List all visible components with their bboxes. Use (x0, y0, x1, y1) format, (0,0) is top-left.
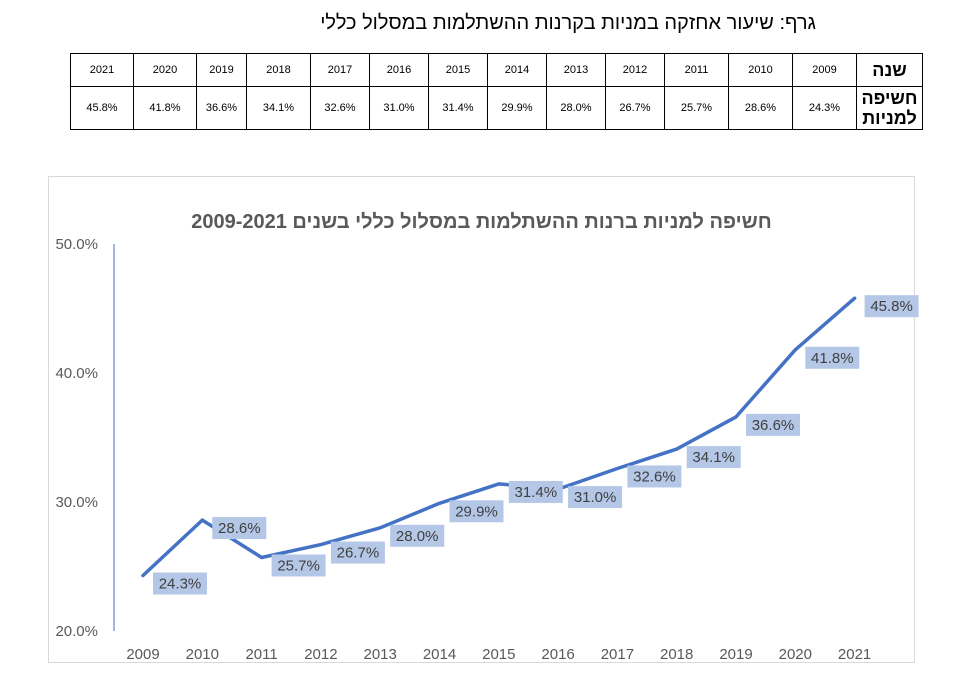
value-cell: 34.1% (246, 86, 311, 130)
data-table: שנה 2009 2010 2011 2012 2013 2014 2015 2… (70, 53, 923, 130)
value-row: חשיפה למניות 24.3% 28.6% 25.7% 26.7% 28.… (70, 86, 923, 130)
data-label: 26.7% (337, 545, 380, 562)
x-tick-label: 2013 (364, 646, 397, 663)
y-tick-label: 20.0% (55, 623, 98, 640)
year-cell: 2017 (310, 53, 370, 87)
value-cell: 25.7% (664, 86, 729, 130)
data-label: 31.4% (515, 484, 558, 501)
y-tick-label: 40.0% (55, 365, 98, 382)
data-label-box (449, 500, 504, 523)
x-tick-label: 2018 (660, 646, 693, 663)
data-label: 29.9% (455, 503, 498, 520)
data-label-box (746, 413, 800, 436)
page-heading: גרף: שיעור אחזקה במניות בקרנות ההשתלמות … (320, 12, 816, 34)
x-tick-label: 2020 (779, 646, 812, 663)
chart-title: חשיפה למניות ברנות ההשתלמות במסלול כללי … (191, 211, 772, 233)
data-label-box (627, 465, 682, 488)
value-cell: 28.0% (546, 86, 606, 130)
year-cell: 2018 (246, 53, 311, 87)
year-header: שנה (856, 53, 923, 87)
data-label: 34.1% (692, 449, 735, 466)
x-tick-label: 2010 (186, 646, 219, 663)
value-cell: 26.7% (605, 86, 665, 130)
x-tick-label: 2017 (601, 646, 634, 663)
value-header: חשיפה למניות (856, 86, 923, 130)
data-label-box (390, 524, 445, 547)
data-label-box (153, 572, 207, 595)
data-label-box (330, 541, 385, 564)
value-cell: 24.3% (792, 86, 857, 130)
data-label-box (805, 346, 860, 369)
x-tick-label: 2016 (541, 646, 574, 663)
data-label: 24.3% (159, 576, 202, 593)
x-tick-label: 2009 (126, 646, 159, 663)
x-tick-label: 2021 (838, 646, 871, 663)
value-cell: 32.6% (310, 86, 370, 130)
data-label-box (271, 554, 326, 577)
data-label-box (864, 295, 919, 318)
year-cell: 2021 (70, 53, 134, 87)
year-cell: 2012 (605, 53, 665, 87)
x-tick-label: 2011 (245, 646, 277, 663)
series-line (141, 296, 857, 578)
data-label-box (568, 486, 623, 509)
x-tick-label: 2012 (304, 646, 337, 663)
data-label: 32.6% (633, 468, 676, 485)
year-cell: 2019 (196, 53, 247, 87)
data-label-box (508, 480, 563, 503)
data-label: 25.7% (277, 557, 320, 574)
value-cell: 36.6% (196, 86, 247, 130)
data-label-box (212, 517, 267, 540)
value-cell: 29.9% (487, 86, 547, 130)
data-label: 31.0% (574, 489, 617, 506)
data-label: 28.6% (218, 520, 261, 537)
data-label: 36.6% (752, 417, 795, 434)
x-tick-label: 2015 (482, 646, 515, 663)
data-label: 41.8% (811, 350, 854, 367)
data-label-box (686, 446, 741, 469)
data-label: 28.0% (396, 528, 439, 545)
year-cell: 2010 (728, 53, 793, 87)
data-label: 45.8% (870, 298, 913, 315)
value-cell: 31.4% (428, 86, 488, 130)
x-tick-label: 2014 (423, 646, 456, 663)
value-cell: 41.8% (133, 86, 197, 130)
value-cell: 31.0% (369, 86, 429, 130)
year-cell: 2014 (487, 53, 547, 87)
year-cell: 2015 (428, 53, 488, 87)
year-cell: 2009 (792, 53, 857, 87)
x-tick-label: 2019 (719, 646, 752, 663)
y-tick-label: 50.0% (55, 236, 98, 253)
year-cell: 2011 (664, 53, 729, 87)
value-cell: 45.8% (70, 86, 134, 130)
y-tick-label: 30.0% (55, 494, 98, 511)
value-cell: 28.6% (728, 86, 793, 130)
